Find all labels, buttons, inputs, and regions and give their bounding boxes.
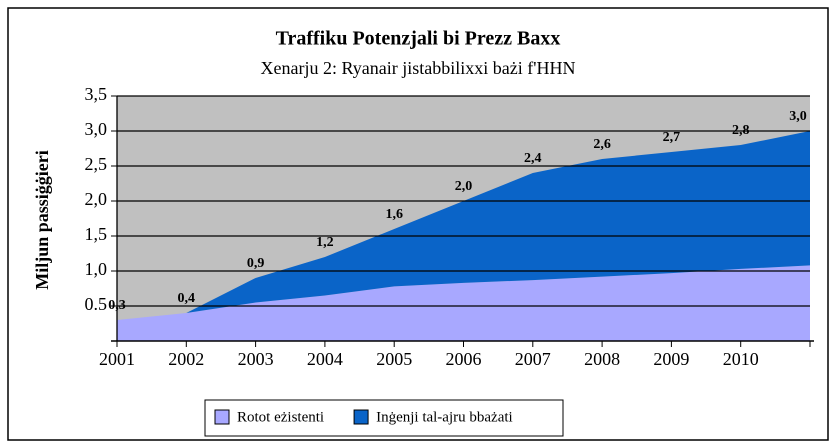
x-tick-label: 2001	[99, 349, 135, 369]
x-tick-label: 2007	[515, 349, 551, 369]
data-label: 2,7	[663, 130, 681, 145]
x-tick-label: 2009	[653, 349, 689, 369]
data-label: 2,4	[524, 151, 542, 166]
data-label: 2,0	[455, 179, 473, 194]
area	[117, 131, 810, 320]
x-tick-label: 2002	[168, 349, 204, 369]
x-tick-label: 2006	[446, 349, 482, 369]
chart-title: Traffiku Potenzjali bi Prezz Baxx	[276, 28, 561, 50]
y-tick-label: 1,0	[85, 259, 108, 279]
x-tick-label: 2003	[238, 349, 274, 369]
x-tick-label: 2005	[376, 349, 412, 369]
y-tick-label: 3,5	[85, 84, 108, 104]
legend-box	[204, 399, 564, 437]
data-label: 0,9	[247, 256, 265, 271]
x-tick-label: 2010	[723, 349, 759, 369]
data-label: 2,6	[593, 137, 611, 152]
y-tick-label: 1,5	[85, 224, 108, 244]
y-axis-label: Miljun passiġġieri	[32, 150, 52, 290]
data-label: 3,0	[789, 109, 807, 124]
legend-swatch	[214, 409, 230, 425]
data-label: 1,6	[385, 207, 403, 222]
data-label: 0,4	[178, 291, 196, 306]
x-tick-label: 2004	[307, 349, 343, 369]
legend-swatch	[353, 409, 369, 425]
x-tick-label: 2008	[584, 349, 620, 369]
y-tick-label: 3,0	[85, 119, 108, 139]
legend-label: Inġenji tal-ajru bbażati	[376, 409, 513, 425]
chart-subtitle: Xenarju 2: Ryanair jistabbilixxi bażi f'…	[261, 58, 576, 78]
y-tick-label: 0.5	[85, 294, 108, 314]
data-label: 2,8	[732, 123, 750, 138]
y-tick-label: 2,0	[85, 189, 108, 209]
y-tick-label: 2,5	[85, 154, 108, 174]
data-label: 1,2	[316, 235, 334, 250]
legend-label: Rotot eżistenti	[237, 409, 324, 425]
area	[117, 265, 810, 341]
data-label: 0,3	[108, 298, 126, 313]
